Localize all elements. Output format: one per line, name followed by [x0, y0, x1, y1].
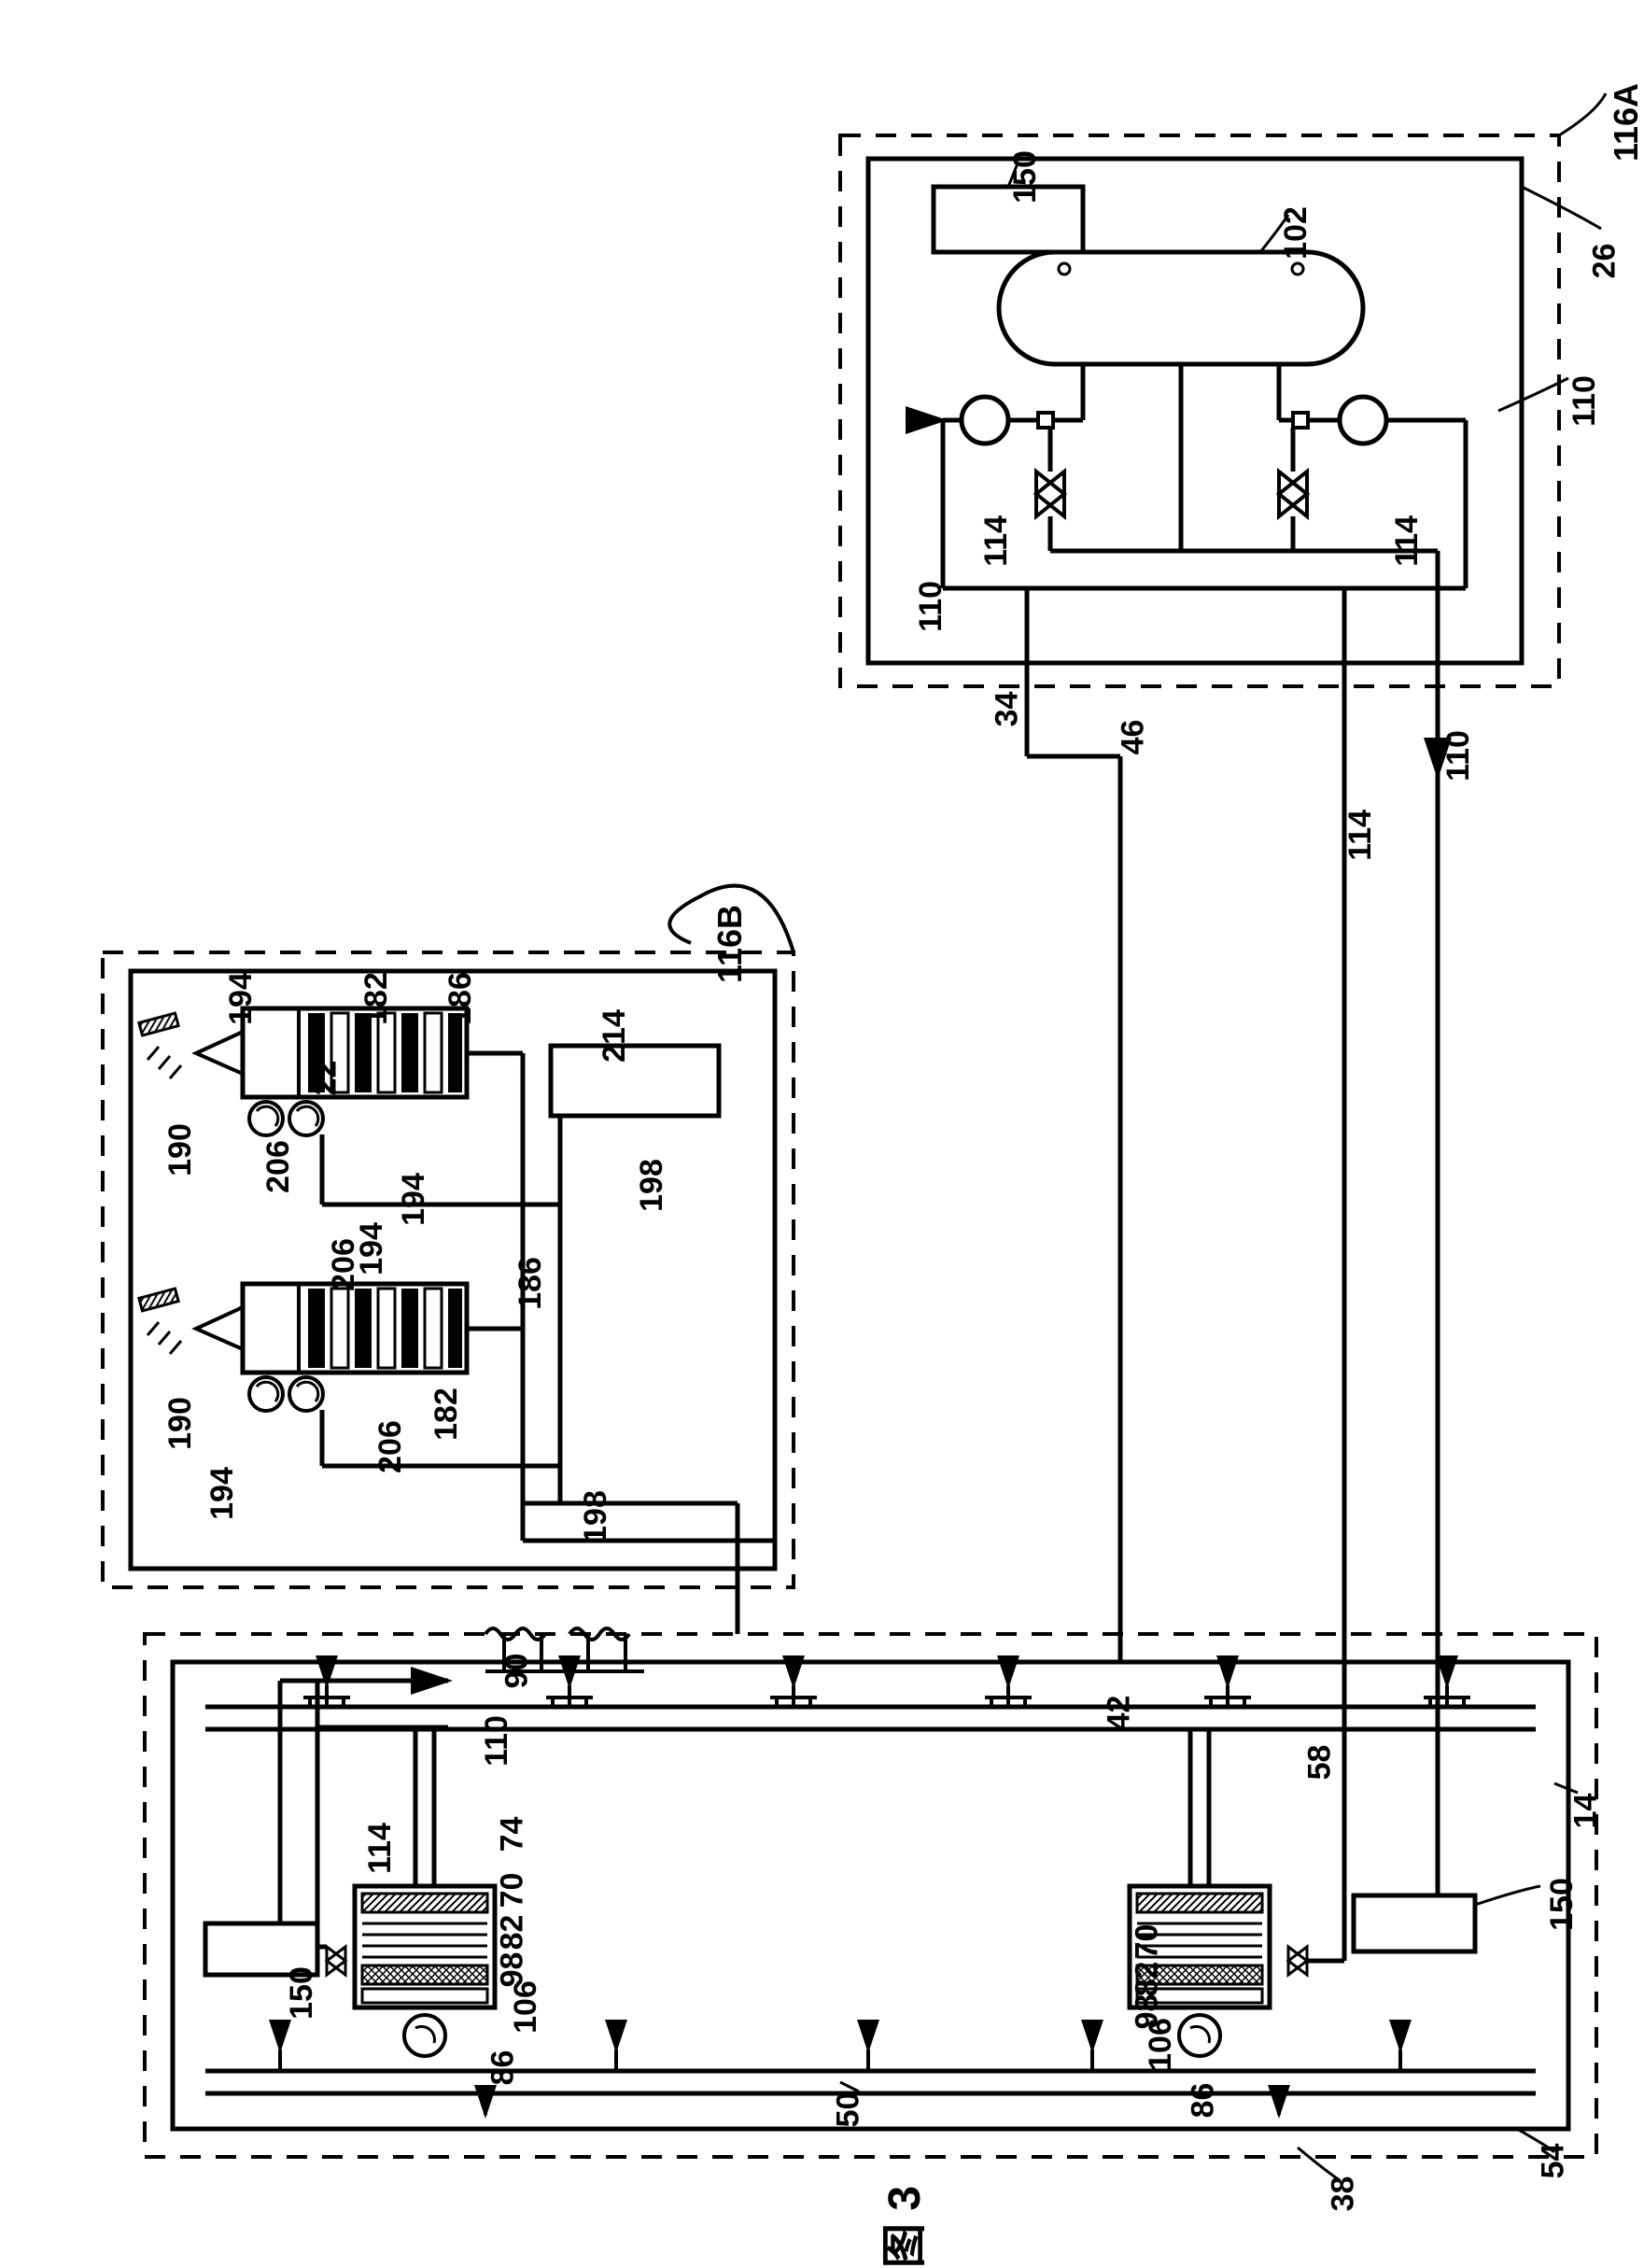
- ref-label-110: 110: [913, 581, 949, 632]
- ref-label-194: 194: [396, 1173, 432, 1226]
- ref-label-86: 86: [485, 2050, 521, 2086]
- ref-label-42: 42: [1101, 1696, 1137, 1731]
- ref-label-38: 38: [1325, 2176, 1361, 2212]
- pump-left: [962, 397, 1008, 444]
- ref-label-14: 14: [1567, 1794, 1604, 1829]
- damper-190-bot: [139, 1289, 178, 1311]
- ref-label-58: 58: [1301, 1745, 1338, 1781]
- ref-label-110: 110: [479, 1715, 515, 1767]
- ref-label-186: 186: [443, 972, 479, 1025]
- ref-label-46: 46: [1115, 720, 1151, 755]
- ref-label-70: 70: [494, 1873, 530, 1909]
- controller-150-br: [1354, 1895, 1475, 1951]
- pump-right: [1340, 397, 1386, 444]
- ref-label-206: 206: [372, 1420, 409, 1473]
- leader-116a: [1559, 93, 1606, 135]
- figure-title: 图 3: [867, 2186, 933, 2268]
- ref-label-86: 86: [1185, 2083, 1221, 2119]
- hx-2-fins: [308, 1289, 462, 1368]
- ref-label-194: 194: [223, 972, 260, 1025]
- ref-label-194: 194: [354, 1222, 390, 1275]
- ref-label-106: 106: [1143, 2018, 1179, 2071]
- valve-right: [1279, 472, 1307, 516]
- ref-label-198: 198: [578, 1490, 614, 1543]
- ref-label-116B: 116B: [710, 905, 750, 983]
- ref-label-114: 114: [1389, 515, 1426, 567]
- ref-label-114: 114: [978, 515, 1015, 567]
- ceiling-openings: [303, 1685, 1470, 1707]
- ref-label-74: 74: [494, 1817, 530, 1852]
- unit-70-left: [327, 1886, 495, 2056]
- ref-label-116A: 116A: [1607, 83, 1644, 162]
- ref-label-22: 22: [307, 1061, 344, 1096]
- ref-label-114: 114: [362, 1823, 399, 1874]
- ref-label-150: 150: [1544, 1878, 1581, 1931]
- ref-label-90: 90: [499, 1654, 535, 1689]
- controller-214: [551, 1046, 719, 1116]
- ref-label-102: 102: [1278, 206, 1314, 260]
- ref-label-186: 186: [513, 1257, 549, 1310]
- valve-left: [1036, 472, 1064, 516]
- ref-label-82: 82: [494, 1915, 530, 1951]
- ref-label-150: 150: [1007, 150, 1044, 204]
- ref-label-182: 182: [358, 972, 395, 1025]
- ref-label-106: 106: [508, 1980, 544, 2034]
- ref-label-110: 110: [1440, 730, 1477, 782]
- diagram-container: 116A261021501101101101141141143446425814…: [47, 47, 1587, 2194]
- damper-190-top: [139, 1013, 178, 1035]
- ref-label-190: 190: [162, 1397, 199, 1450]
- ref-label-50: 50: [830, 2092, 866, 2128]
- tank-102: [999, 252, 1363, 364]
- ref-label-34: 34: [989, 692, 1025, 727]
- ref-label-114: 114: [1342, 810, 1379, 861]
- ref-label-206: 206: [260, 1140, 297, 1193]
- ref-label-182: 182: [429, 1388, 465, 1441]
- ref-label-110: 110: [1567, 375, 1603, 427]
- ref-label-54: 54: [1535, 2144, 1571, 2179]
- ref-label-82: 82: [1129, 1962, 1165, 1997]
- ref-label-190: 190: [162, 1123, 199, 1176]
- ref-label-214: 214: [597, 1009, 633, 1063]
- ref-label-150: 150: [284, 1966, 320, 2020]
- ref-label-194: 194: [204, 1467, 241, 1520]
- ref-label-198: 198: [634, 1159, 670, 1212]
- ref-label-70: 70: [1129, 1924, 1165, 1960]
- ref-label-26: 26: [1586, 244, 1623, 279]
